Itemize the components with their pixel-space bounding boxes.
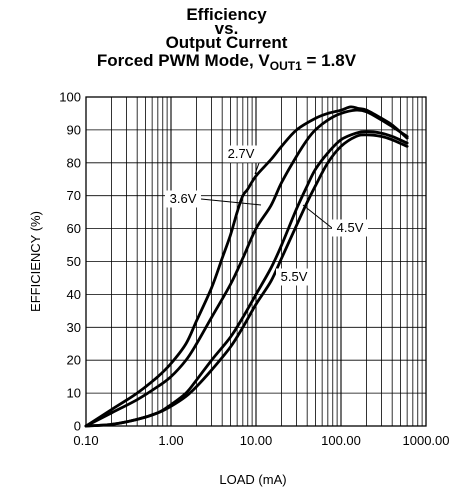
y-tick-label: 0 (74, 419, 81, 434)
y-axis-label: EFFICIENCY (%) (28, 211, 43, 312)
y-tick-label: 90 (67, 122, 81, 137)
annotation-label-background (165, 190, 201, 208)
y-tick-label: 100 (59, 90, 81, 105)
annotation-label-background (276, 268, 312, 286)
x-tick-label: 0.10 (73, 433, 98, 448)
annotation-leader-line (200, 198, 262, 206)
series-group (84, 105, 409, 428)
x-tick-label: 10.00 (240, 433, 273, 448)
x-tick-label: 1000.00 (403, 433, 450, 448)
annotation-label: 3.6V (170, 191, 197, 206)
series-line (84, 108, 409, 428)
y-tick-label: 70 (67, 188, 81, 203)
series-line (84, 133, 409, 428)
annotation-leader-line (254, 162, 260, 175)
y-tick-label: 50 (67, 254, 81, 269)
series-line (84, 105, 409, 428)
x-tick-label: 1.00 (158, 433, 183, 448)
chart-title-line-4-tail: = 1.8V (301, 51, 357, 70)
x-axis-label: LOAD (mA) (219, 472, 286, 487)
series-line (84, 130, 409, 428)
chart-title-line-4-sub: OUT1 (269, 59, 302, 73)
annotation-label: 5.5V (281, 269, 308, 284)
annotation-label-background (223, 145, 259, 163)
axes: 0.10 1.00 10.00 100.00 1000.00 0 10 20 30 40 50 60 7… (28, 90, 450, 488)
y-tick-label: 40 (67, 287, 81, 302)
chart-title-line-1: Efficiency (186, 5, 267, 24)
y-tick-label: 60 (67, 221, 81, 236)
chart-title-line-3: Output Current (165, 33, 288, 52)
y-tick-label: 80 (67, 155, 81, 170)
chart-title-line-2: vs. (214, 19, 239, 38)
annotations: 2.7V 3.6V 4.5V 5.5V (165, 145, 368, 286)
annotation-label: 4.5V (337, 220, 364, 235)
y-tick-label: 30 (67, 320, 81, 335)
y-tick-label: 20 (67, 353, 81, 368)
plot-frame (85, 96, 427, 427)
x-tick-label: 100.00 (321, 433, 361, 448)
chart-title-line-4: Forced PWM Mode, VOUT1 = 1.8V (0, 51, 453, 72)
y-tick-label: 10 (67, 386, 81, 401)
annotation-label: 2.7V (228, 146, 255, 161)
chart-title-line-4-main: Forced PWM Mode, V (96, 51, 270, 70)
annotation-label-background (332, 219, 368, 237)
annotation-leader-line (302, 204, 333, 229)
